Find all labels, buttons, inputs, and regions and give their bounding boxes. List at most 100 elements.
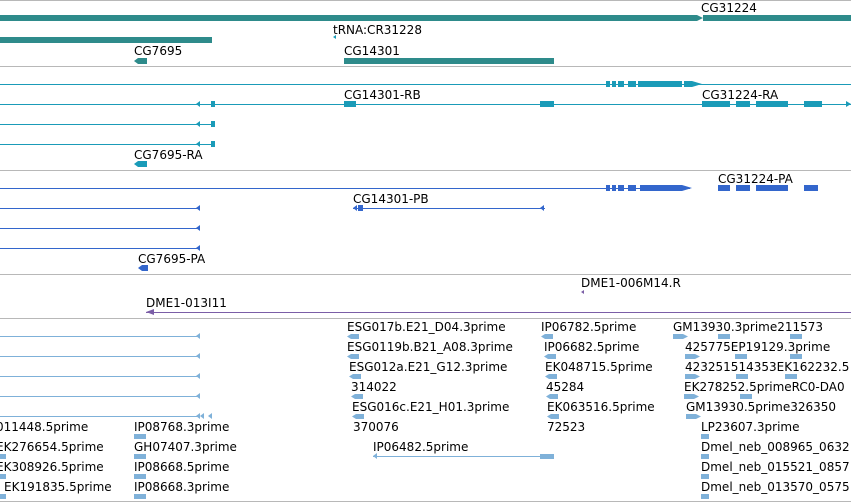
protein-exon[interactable]	[358, 205, 363, 211]
mrna-label-cg7695-ra[interactable]: CG7695-RA	[134, 148, 203, 162]
est-arrow[interactable]	[208, 413, 212, 419]
mrna-exon[interactable]	[618, 81, 624, 87]
mrna-label-cg31224-ra[interactable]: CG31224-RA	[702, 88, 779, 102]
est-block[interactable]	[685, 354, 695, 359]
protein-label-cg31224-pa[interactable]: CG31224-PA	[718, 172, 793, 186]
est-label[interactable]: IP08768.3prime	[134, 420, 230, 434]
est-label[interactable]: 370076	[353, 420, 399, 434]
mrna-exon[interactable]	[540, 101, 554, 107]
protein-label-cg14301-pb[interactable]: CG14301-PB	[353, 192, 429, 206]
est-block[interactable]	[695, 374, 700, 379]
protein-exon[interactable]	[718, 185, 730, 191]
est-block[interactable]	[0, 454, 6, 459]
clone-label-dme1-006m14[interactable]: DME1-006M14.R	[581, 276, 681, 290]
est-block[interactable]	[549, 374, 557, 379]
protein-exon[interactable]	[736, 185, 750, 191]
protein-exon[interactable]	[640, 185, 682, 191]
est-block[interactable]	[0, 474, 6, 479]
est-block[interactable]	[547, 414, 551, 419]
mrna-exon[interactable]	[628, 81, 636, 87]
gene-label-cg14301[interactable]: CG14301	[344, 44, 400, 58]
mrna-exon[interactable]	[736, 101, 750, 107]
est-label[interactable]: IP08668.5prime	[134, 460, 230, 474]
est-arrow[interactable]	[196, 353, 200, 359]
est-label[interactable]: GM13930.5prime326350	[686, 400, 837, 414]
est-label[interactable]: EK278252.5primeRC0-DA0	[684, 380, 845, 394]
est-block[interactable]	[0, 494, 6, 499]
est-block[interactable]	[541, 334, 545, 339]
est-arrow[interactable]	[200, 413, 204, 419]
est-label[interactable]: Dmel_neb_013570_0575	[701, 480, 850, 494]
protein-exon[interactable]	[804, 185, 818, 191]
mrna-exon[interactable]	[134, 161, 138, 167]
est-block[interactable]	[735, 354, 747, 359]
est-block[interactable]	[684, 394, 694, 399]
est-block[interactable]	[347, 354, 351, 359]
est-block[interactable]	[551, 414, 559, 419]
mrna-exon[interactable]	[684, 81, 692, 87]
est-label[interactable]: IP06782.5prime	[541, 320, 637, 334]
est-label[interactable]: 011448.5prime	[0, 420, 89, 434]
mrna-exon[interactable]	[211, 101, 215, 107]
protein-exon[interactable]	[138, 265, 142, 271]
est-block[interactable]	[686, 414, 696, 419]
est-block[interactable]	[544, 354, 548, 359]
gene-glyph-cg7695[interactable]	[134, 58, 138, 64]
mrna-exon[interactable]	[612, 81, 616, 87]
clone-arrow[interactable]	[581, 290, 584, 294]
protein-exon[interactable]	[606, 185, 610, 191]
est-block[interactable]	[349, 374, 353, 379]
est-label[interactable]: ESG012a.E21_G12.3prime	[349, 360, 508, 374]
est-block[interactable]	[790, 354, 802, 359]
est-block[interactable]	[351, 334, 359, 339]
protein-exon[interactable]	[756, 185, 788, 191]
est-label[interactable]: EK191835.5prime	[4, 480, 112, 494]
protein-arrow[interactable]	[353, 205, 357, 211]
mrna-exon[interactable]	[756, 101, 788, 107]
gene-glyph-left[interactable]	[0, 37, 212, 43]
est-block[interactable]	[718, 334, 730, 339]
mrna-exon[interactable]	[692, 81, 702, 87]
est-label[interactable]: LP23607.3prime	[701, 420, 800, 434]
gene-label-cg7695[interactable]: CG7695	[134, 44, 183, 58]
est-block[interactable]	[352, 414, 356, 419]
gene-glyph-trna[interactable]	[333, 35, 336, 39]
est-block[interactable]	[785, 374, 797, 379]
mrna-exon[interactable]	[638, 81, 682, 87]
protein-exon[interactable]	[682, 185, 692, 191]
est-label[interactable]: ESG016c.E21_H01.3prime	[352, 400, 510, 414]
est-block[interactable]	[548, 354, 556, 359]
protein-exon[interactable]	[612, 185, 616, 191]
mrna-exon[interactable]	[804, 101, 822, 107]
est-label[interactable]: 425775EP19129.3prime	[685, 340, 831, 354]
est-block[interactable]	[134, 454, 146, 459]
protein-arrow[interactable]	[540, 205, 544, 211]
est-block[interactable]	[353, 374, 361, 379]
est-label[interactable]: IP06482.5prime	[373, 440, 469, 454]
mrna-exon[interactable]	[138, 161, 147, 167]
gene-glyph-cg31224[interactable]	[697, 15, 703, 21]
est-block[interactable]	[355, 394, 363, 399]
gene-label-trna-cr31228[interactable]: tRNA:CR31228	[333, 23, 422, 37]
est-block[interactable]	[351, 354, 359, 359]
est-label[interactable]: 423251514353EK162232.5	[685, 360, 850, 374]
est-block[interactable]	[695, 354, 700, 359]
est-block[interactable]	[683, 334, 688, 339]
mrna-label-cg14301-rb[interactable]: CG14301-RB	[344, 88, 421, 102]
est-block[interactable]	[673, 334, 683, 339]
mrna-arrow[interactable]	[196, 141, 200, 147]
mrna-arrow[interactable]	[196, 121, 200, 127]
est-block[interactable]	[694, 394, 699, 399]
mrna-exon[interactable]	[211, 141, 215, 147]
protein-exon[interactable]	[142, 265, 148, 271]
est-block[interactable]	[740, 394, 752, 399]
est-block[interactable]	[701, 494, 709, 499]
est-block[interactable]	[545, 374, 549, 379]
est-block[interactable]	[685, 374, 695, 379]
est-block[interactable]	[701, 434, 709, 439]
est-label[interactable]: IP06682.5prime	[544, 340, 640, 354]
est-label[interactable]: Dmel_neb_008965_0632	[701, 440, 850, 454]
est-block[interactable]	[134, 494, 146, 499]
protein-exon[interactable]	[628, 185, 636, 191]
est-label[interactable]: IP08668.3prime	[134, 480, 230, 494]
